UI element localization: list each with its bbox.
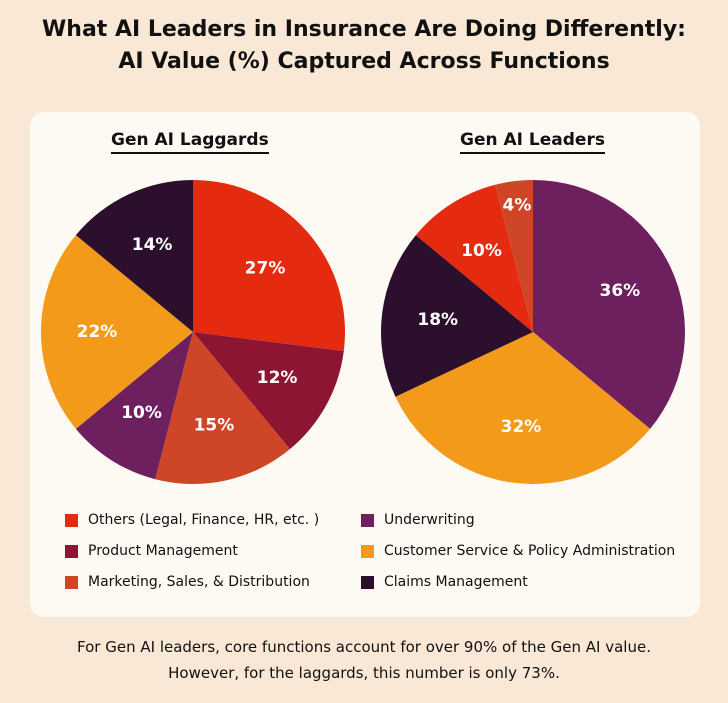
title-line-2: AI Value (%) Captured Across Functions (118, 49, 610, 74)
laggards-slice-underwriting (75, 332, 193, 480)
leaders-chart-title: Gen AI Leaders (460, 130, 605, 154)
leaders-label-underwriting: 36% (600, 281, 641, 301)
footer-note: For Gen AI leaders, core functions accou… (0, 634, 728, 686)
legend-swatch-claims (361, 575, 374, 589)
legend-label-claims: Claims Management (384, 574, 528, 590)
laggards-pie: 27% 12% 15% 10% 22% 14% (40, 180, 345, 484)
legend-swatch-marketing (65, 575, 78, 589)
legend-label-product: Product Management (88, 543, 238, 559)
title-line-1: What AI Leaders in Insurance Are Doing D… (42, 17, 686, 42)
laggards-label-customer: 22% (77, 322, 118, 342)
leaders-slice-underwriting (533, 180, 685, 429)
laggards-slice-claims (75, 180, 193, 332)
legend-label-marketing: Marketing, Sales, & Distribution (88, 574, 310, 590)
leaders-label-claims: 18% (417, 310, 458, 330)
legend: Others (Legal, Finance, HR, etc. ) Underw… (65, 510, 705, 592)
infographic-title: What AI Leaders in Insurance Are Doing D… (0, 14, 728, 78)
laggards-slice-marketing (155, 332, 290, 484)
legend-label-underwriting: Underwriting (384, 512, 475, 528)
legend-swatch-underwriting (361, 513, 374, 527)
legend-swatch-product (65, 544, 78, 558)
laggards-slice-product (193, 332, 344, 450)
footer-line-1: For Gen AI leaders, core functions accou… (77, 638, 651, 656)
leaders-slice-others (415, 184, 533, 332)
leaders-slice-marketing (495, 180, 533, 332)
leaders-label-customer: 32% (501, 417, 542, 437)
laggards-label-marketing: 15% (194, 416, 235, 436)
legend-label-others: Others (Legal, Finance, HR, etc. ) (88, 512, 320, 528)
legend-item-others: Others (Legal, Finance, HR, etc. ) (65, 510, 361, 530)
leaders-label-others: 10% (461, 241, 502, 261)
legend-item-underwriting: Underwriting (361, 510, 705, 530)
laggards-slice-customer (40, 235, 193, 429)
laggards-slice-others (193, 180, 345, 352)
legend-swatch-others (65, 513, 78, 527)
laggards-label-underwriting: 10% (121, 403, 162, 423)
laggards-chart-title: Gen AI Laggards (111, 130, 269, 154)
laggards-label-product: 12% (257, 368, 298, 388)
legend-item-customer: Customer Service & Policy Administration (361, 541, 705, 561)
legend-label-customer: Customer Service & Policy Administration (384, 543, 676, 559)
legend-item-claims: Claims Management (361, 572, 705, 592)
laggards-label-others: 27% (245, 259, 286, 279)
legend-swatch-customer (361, 544, 374, 558)
leaders-slice-customer (395, 332, 651, 485)
footer-line-2: However, for the laggards, this number i… (168, 664, 560, 682)
leaders-label-marketing: 4% (503, 195, 532, 215)
laggards-label-claims: 14% (132, 235, 173, 255)
leaders-pie: 36% 32% 18% 10% 4% (381, 180, 685, 485)
leaders-slice-claims (381, 235, 533, 397)
legend-item-product: Product Management (65, 541, 361, 561)
legend-item-marketing: Marketing, Sales, & Distribution (65, 572, 361, 592)
